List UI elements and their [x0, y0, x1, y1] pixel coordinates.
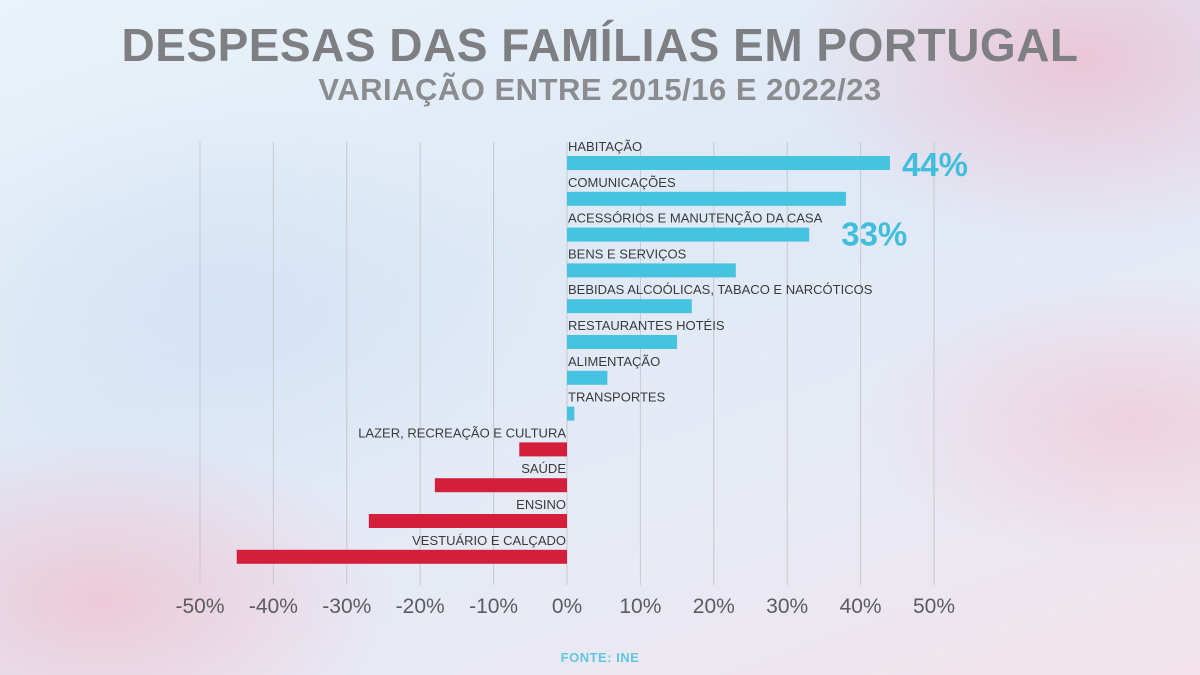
bar: [567, 299, 692, 314]
chart-title: DESPESAS DAS FAMÍLIAS EM PORTUGAL: [121, 19, 1079, 71]
x-tick-label: -50%: [175, 595, 224, 618]
category-label: ALIMENTAÇÃO: [568, 354, 660, 369]
category-label: LAZER, RECREAÇÃO E CULTURA: [358, 425, 566, 440]
bar: [434, 478, 567, 493]
category-label: HABITAÇÃO: [568, 139, 642, 154]
category-label: SAÚDE: [521, 461, 566, 476]
bars: [236, 156, 890, 564]
category-label: BENS E SERVIÇOS: [568, 246, 687, 261]
x-tick-label: -10%: [469, 595, 518, 618]
x-tick-label: 30%: [766, 595, 808, 618]
category-label: RESTAURANTES HOTÉIS: [568, 318, 725, 333]
bar: [567, 370, 608, 385]
category-label: VESTUÁRIO E CALÇADO: [412, 533, 566, 548]
bar: [519, 442, 567, 457]
gridlines: [199, 142, 935, 585]
bar: [567, 156, 890, 170]
category-label: ACESSÓRIOS E MANUTENÇÃO DA CASA: [568, 211, 823, 226]
x-tick-label: 0%: [552, 595, 582, 618]
x-tick-label: 10%: [619, 595, 661, 618]
value-callout: 44%: [902, 146, 968, 183]
x-tick-label: 50%: [913, 595, 955, 618]
x-tick-label: 20%: [693, 595, 735, 618]
category-label: ENSINO: [516, 497, 566, 512]
category-label: TRANSPORTES: [568, 390, 666, 405]
x-tick-label: -40%: [249, 595, 298, 618]
x-tick-label: 40%: [840, 595, 882, 618]
bar: [236, 549, 567, 564]
chart-subtitle: VARIAÇÃO ENTRE 2015/16 E 2022/23: [318, 72, 882, 107]
category-label: BEBIDAS ALCOÓLICAS, TABACO E NARCÓTICOS: [568, 282, 873, 297]
bar: [567, 335, 678, 349]
bar: [567, 406, 575, 421]
bar: [567, 191, 846, 206]
bar: [368, 514, 567, 528]
category-label: COMUNICAÇÕES: [568, 175, 676, 190]
value-callout: 33%: [841, 216, 907, 253]
x-axis-tick-labels: -50% -40% -30% -20% -10% 0% 10% 20% 30% 40% 50%: [175, 595, 955, 618]
value-callouts: 44% 33%: [841, 146, 968, 253]
x-tick-label: -20%: [396, 595, 445, 618]
bar: [567, 227, 810, 242]
x-tick-label: -30%: [322, 595, 371, 618]
category-labels: HABITAÇÃO COMUNICAÇÕES ACESSÓRIOS E MANUTE…: [358, 139, 873, 548]
source-note: FONTE: INE: [560, 650, 640, 665]
bar: [567, 263, 736, 278]
